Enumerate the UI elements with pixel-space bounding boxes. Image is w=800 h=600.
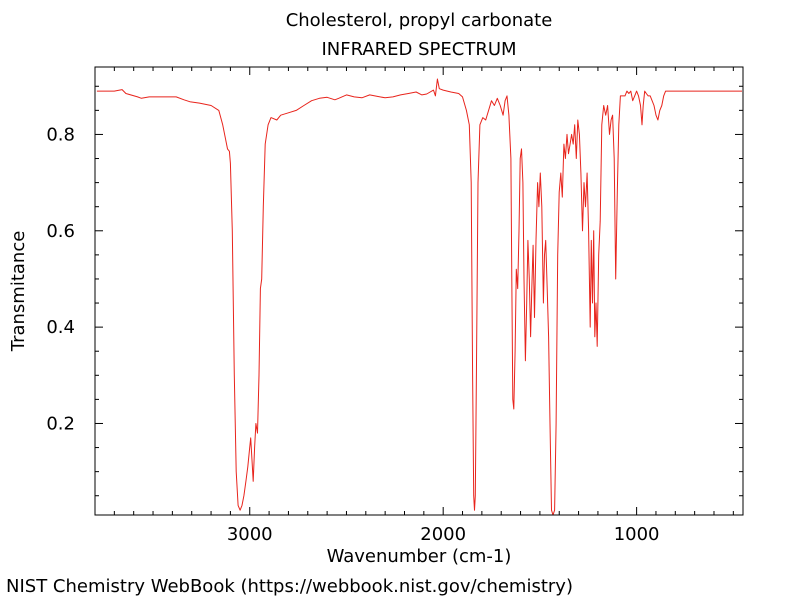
plot-frame [94, 66, 744, 516]
y-tick-label: 0.4 [46, 317, 75, 338]
chart-subtitle: INFRARED SPECTRUM [321, 39, 517, 60]
y-tick-label: 0.2 [46, 413, 75, 434]
y-tick-label: 0.8 [46, 124, 75, 145]
y-axis-label: Transmitance [8, 231, 29, 353]
ticks-layer [95, 67, 743, 515]
footer-source-credit: NIST Chemistry WebBook (https://webbook.… [6, 576, 573, 597]
spectrum-line [96, 78, 742, 516]
x-axis-label: Wavenumber (cm-1) [327, 546, 512, 567]
x-tick-label: 2000 [420, 524, 466, 545]
chart-title: Cholesterol, propyl carbonate [285, 10, 553, 31]
x-tick-label: 3000 [227, 524, 273, 545]
x-tick-label: 1000 [614, 524, 660, 545]
y-tick-label: 0.6 [46, 221, 75, 242]
tick-labels-layer: 3000 2000 1000 0.2 0.4 0.6 0.8 [46, 124, 659, 545]
